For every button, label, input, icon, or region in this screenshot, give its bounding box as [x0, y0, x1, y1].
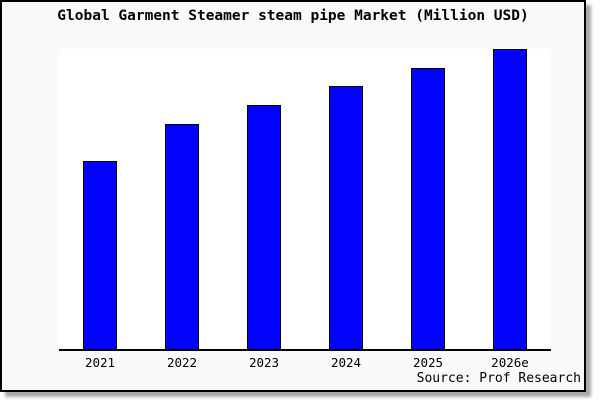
x-tick-label-2023: 2023: [248, 355, 280, 370]
x-tick-label-2022: 2022: [166, 355, 198, 370]
chart-card: Global Garment Steamer steam pipe Market…: [0, 0, 586, 392]
bar-2025: [411, 68, 445, 349]
x-tick-label-2026e: 2026e: [491, 355, 529, 370]
chart-title: Global Garment Steamer steam pipe Market…: [57, 8, 529, 24]
bar-2021: [83, 161, 117, 349]
bar-2026e: [493, 49, 527, 349]
x-axis-labels: 2021 2022 2023 2024 2025 2026e: [59, 355, 551, 371]
bar-2023: [247, 105, 281, 349]
x-tick-label-2024: 2024: [330, 355, 362, 370]
plot-area: [59, 49, 551, 351]
x-tick-label-2025: 2025: [412, 355, 444, 370]
x-tick-label-2021: 2021: [84, 355, 116, 370]
bar-2022: [165, 124, 199, 349]
source-attribution: Source: Prof Research: [416, 371, 581, 386]
bar-2024: [329, 86, 363, 349]
